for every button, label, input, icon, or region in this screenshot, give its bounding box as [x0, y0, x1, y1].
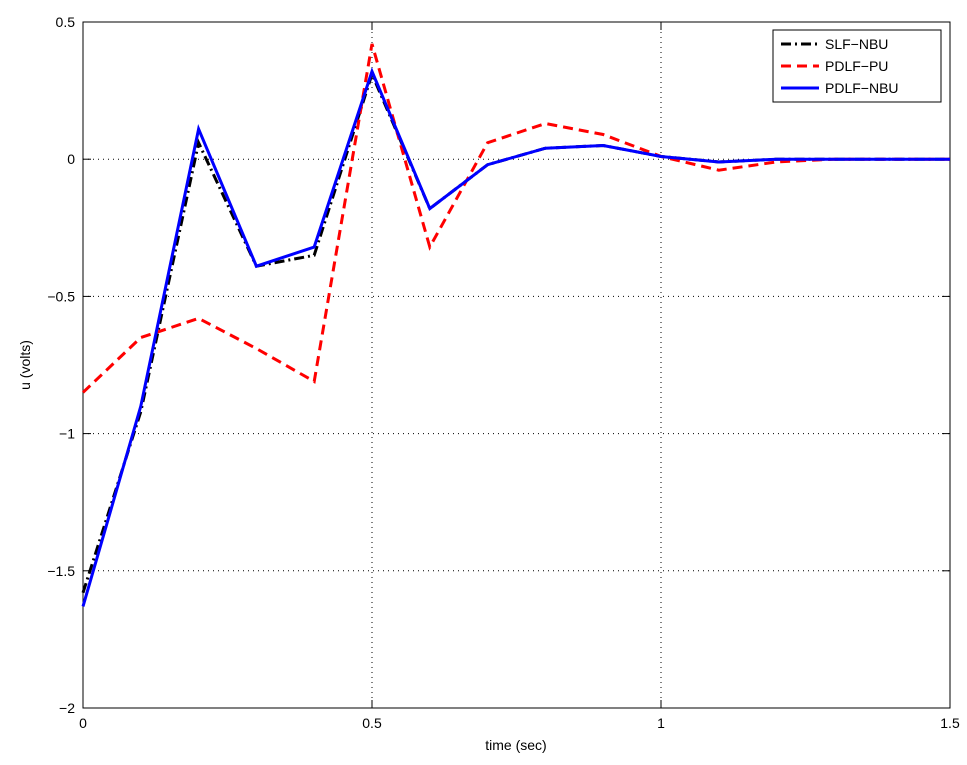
- x-tick-label: 0.5: [362, 715, 382, 731]
- y-tick-label: 0.5: [56, 14, 76, 30]
- y-tick-label: 0: [67, 151, 75, 167]
- plot-frame: [82, 21, 951, 709]
- x-tick-label: 0: [79, 715, 87, 731]
- line-series: [81, 67, 950, 607]
- x-tick-label: 1: [657, 715, 665, 731]
- y-tick-label: −0.5: [47, 288, 75, 304]
- legend-label: SLF−NBU: [825, 36, 888, 52]
- legend-label: PDLF−NBU: [825, 80, 899, 96]
- y-tick-label: −2: [59, 700, 75, 716]
- legend-label: PDLF−PU: [825, 58, 888, 74]
- y-tick-label: −1: [59, 426, 75, 442]
- y-axis-label: u (volts): [17, 340, 33, 390]
- x-tick-label: 1.5: [940, 715, 960, 731]
- y-tick-label: −1.5: [47, 563, 75, 579]
- x-axis-label: time (sec): [485, 737, 546, 753]
